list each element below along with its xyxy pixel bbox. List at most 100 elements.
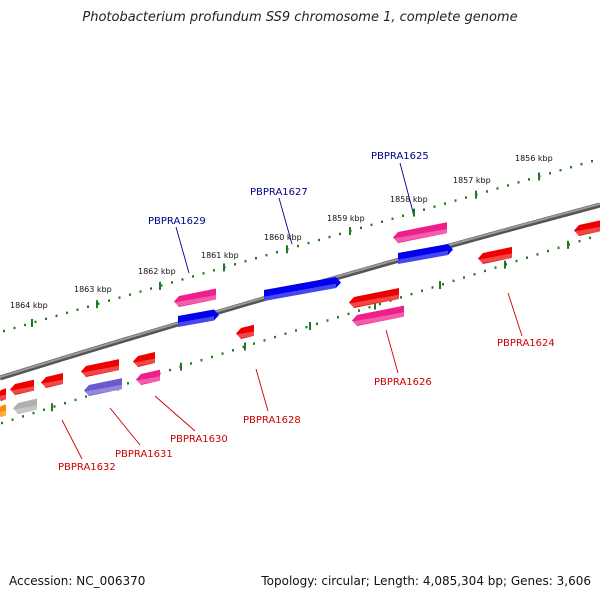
minor-tick	[496, 187, 499, 190]
minor-tick	[549, 172, 551, 175]
minor-tick	[580, 162, 583, 166]
minor-tick	[391, 217, 394, 220]
minor-tick	[316, 322, 318, 326]
minor-tick	[34, 320, 37, 324]
minor-tick	[108, 299, 110, 302]
gene-pbpra1627	[264, 277, 341, 301]
gene-labels: PBPRA1625 PBPRA1627 PBPRA1629 PBPRA1624 …	[58, 151, 555, 473]
minor-tick	[570, 166, 572, 169]
gene-pbpra1625	[393, 222, 447, 243]
major-tick	[349, 227, 351, 236]
minor-tick	[64, 401, 66, 405]
major-tick	[244, 342, 246, 351]
minor-tick	[1, 421, 3, 425]
minor-tick	[232, 349, 234, 352]
leader-line	[255, 368, 269, 412]
minor-tick	[379, 302, 381, 306]
leader-line	[507, 292, 523, 337]
minor-tick	[127, 382, 129, 385]
leader-line	[154, 395, 196, 432]
minor-tick	[423, 208, 425, 211]
minor-tick	[74, 398, 77, 402]
kbp-label: 1861 kbp	[201, 251, 239, 260]
minor-tick	[234, 263, 236, 266]
inner-tick-track	[1, 236, 591, 425]
kbp-label: 1857 kbp	[453, 176, 491, 185]
gene-orange-edge	[0, 404, 6, 417]
leader-line	[278, 197, 293, 245]
major-tick	[309, 322, 311, 331]
gene-label-pbpra1628: PBPRA1628	[243, 415, 301, 426]
map-title: Photobacterium profundum SS9 chromosome …	[82, 10, 518, 25]
major-tick	[538, 172, 540, 181]
gene-pbpra1624	[478, 246, 512, 264]
gene-label-pbpra1629: PBPRA1629	[148, 216, 206, 227]
gene-pbpra1628	[236, 324, 254, 339]
minor-tick	[433, 205, 436, 208]
minor-tick	[118, 296, 121, 299]
gene-pbpra1630	[136, 369, 160, 385]
gene-pbpra1632	[10, 379, 34, 395]
kbp-label: 1862 kbp	[138, 267, 176, 276]
kbp-label: 1856 kbp	[515, 154, 553, 163]
minor-tick	[53, 405, 56, 408]
minor-tick	[368, 306, 371, 309]
minor-tick	[76, 308, 79, 311]
minor-tick	[97, 302, 100, 305]
gene-label-pbpra1626: PBPRA1626	[374, 377, 432, 388]
minor-tick	[326, 319, 329, 322]
minor-tick	[559, 169, 562, 172]
minor-tick	[129, 293, 131, 296]
gene-blue-1	[398, 244, 453, 264]
minor-tick	[578, 239, 581, 243]
label-leader-lines	[61, 162, 523, 460]
minor-tick	[402, 214, 404, 217]
gene-red-2	[133, 352, 155, 367]
minor-tick	[253, 342, 255, 345]
minor-tick	[421, 289, 423, 292]
minor-tick	[557, 246, 560, 250]
gene-label-pbpra1631: PBPRA1631	[115, 449, 173, 460]
minor-tick	[87, 305, 89, 308]
leader-line	[385, 329, 399, 374]
minor-tick	[444, 202, 446, 205]
gene-red-edge	[574, 220, 600, 236]
major-tick	[567, 240, 569, 249]
major-tick	[374, 301, 376, 310]
minor-tick	[337, 316, 339, 319]
major-tick	[51, 403, 53, 412]
minor-tick	[528, 178, 530, 181]
minor-tick	[192, 275, 194, 278]
kbp-label: 1860 kbp	[264, 233, 302, 242]
gene-blue-2	[178, 309, 219, 327]
minor-tick	[11, 418, 14, 421]
minor-tick	[515, 259, 518, 263]
leader-line	[61, 419, 83, 460]
minor-tick	[454, 199, 457, 202]
minor-tick	[85, 395, 87, 398]
minor-tick	[307, 241, 310, 245]
gene-pbpra1626	[352, 305, 404, 326]
major-tick	[180, 362, 182, 371]
gene-label-pbpra1630: PBPRA1630	[170, 434, 228, 445]
gene-red-edge-left	[0, 388, 6, 401]
minor-tick	[507, 184, 509, 187]
minor-tick	[32, 411, 35, 415]
minor-tick	[465, 196, 467, 199]
minor-tick	[473, 273, 476, 276]
minor-tick	[171, 281, 173, 284]
minor-tick	[3, 329, 5, 333]
minor-tick	[24, 323, 26, 327]
minor-tick	[591, 159, 593, 163]
minor-tick	[484, 269, 486, 273]
minor-tick	[150, 287, 152, 290]
minor-tick	[347, 312, 350, 316]
major-tick	[475, 190, 477, 199]
minor-tick	[486, 190, 488, 193]
minor-tick	[13, 326, 16, 330]
leader-line	[175, 226, 190, 274]
minor-tick	[160, 284, 163, 287]
minor-tick	[139, 290, 142, 293]
minor-tick	[43, 408, 45, 411]
minor-tick	[360, 226, 362, 230]
